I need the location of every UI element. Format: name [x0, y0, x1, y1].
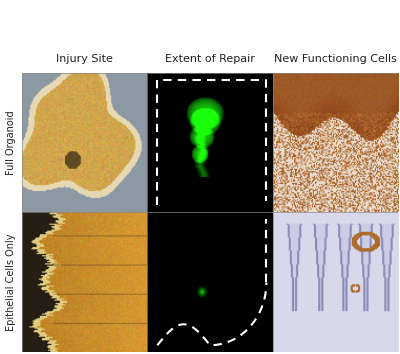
- Text: Full Organoid Repair Outperforms Enteroid-Only: Full Organoid Repair Outperforms Enteroi…: [0, 16, 400, 30]
- Text: Full Organoid: Full Organoid: [6, 110, 16, 175]
- Text: New Functioning Cells: New Functioning Cells: [274, 54, 397, 64]
- Text: Injury Site: Injury Site: [56, 54, 113, 64]
- Text: Epithelial Cells Only: Epithelial Cells Only: [6, 234, 16, 331]
- Text: Extent of Repair: Extent of Repair: [165, 54, 255, 64]
